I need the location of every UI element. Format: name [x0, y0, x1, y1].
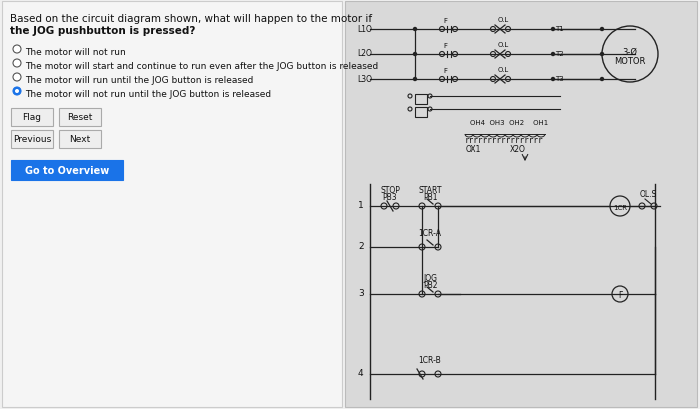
Circle shape [612, 286, 628, 302]
Circle shape [602, 27, 658, 83]
FancyBboxPatch shape [59, 109, 101, 127]
Text: 3-Ø: 3-Ø [622, 47, 638, 56]
Circle shape [435, 204, 441, 209]
Circle shape [428, 108, 432, 112]
Text: 1CR-A: 1CR-A [419, 229, 442, 237]
Text: 1CR: 1CR [613, 204, 627, 211]
Text: START: START [419, 186, 442, 195]
Circle shape [452, 52, 458, 57]
Text: STOP: STOP [380, 186, 400, 195]
Circle shape [639, 204, 645, 209]
Circle shape [408, 95, 412, 99]
Circle shape [505, 27, 510, 32]
Text: The motor will not run until the JOG button is released: The motor will not run until the JOG but… [25, 90, 271, 99]
Circle shape [408, 108, 412, 112]
Text: L2O: L2O [357, 49, 372, 58]
Circle shape [452, 27, 458, 32]
Circle shape [552, 29, 554, 31]
Text: Go to Overview: Go to Overview [25, 166, 109, 175]
Circle shape [505, 77, 510, 82]
Circle shape [452, 77, 458, 82]
Bar [415, 108, 427, 118]
Circle shape [435, 245, 441, 250]
Circle shape [15, 90, 19, 94]
Text: L1O: L1O [357, 25, 372, 34]
Text: OX1: OX1 [466, 145, 482, 154]
Circle shape [552, 78, 554, 81]
Circle shape [414, 78, 416, 81]
FancyBboxPatch shape [2, 2, 342, 407]
Circle shape [419, 245, 425, 250]
Text: the JOG pushbutton is pressed?: the JOG pushbutton is pressed? [10, 26, 195, 36]
Text: PB2: PB2 [423, 280, 438, 289]
FancyBboxPatch shape [345, 2, 697, 407]
Text: The motor will start and continue to run even after the JOG button is released: The motor will start and continue to run… [25, 62, 378, 71]
Text: F: F [443, 18, 447, 24]
Text: F: F [443, 43, 447, 49]
Text: Previous: Previous [13, 135, 51, 144]
Text: Based on the circuit diagram shown, what will happen to the motor if: Based on the circuit diagram shown, what… [10, 14, 372, 24]
Circle shape [381, 204, 387, 209]
Text: rrrrrrrrrrrrrrrrr: rrrrrrrrrrrrrrrrr [465, 136, 544, 145]
Text: 1CR-B: 1CR-B [419, 355, 442, 364]
Text: T1: T1 [555, 26, 564, 32]
Bar [415, 95, 427, 105]
Circle shape [419, 371, 425, 377]
Circle shape [13, 46, 21, 54]
Circle shape [491, 52, 496, 57]
Text: 1: 1 [358, 201, 364, 210]
Text: PB1: PB1 [423, 193, 438, 202]
Text: Flag: Flag [22, 113, 41, 122]
FancyBboxPatch shape [11, 161, 123, 180]
Circle shape [435, 291, 441, 297]
Text: O.L: O.L [498, 42, 509, 48]
Text: The motor will run until the JOG button is released: The motor will run until the JOG button … [25, 76, 253, 85]
Circle shape [13, 88, 21, 96]
Circle shape [601, 78, 603, 81]
Circle shape [13, 60, 21, 68]
Text: L3O: L3O [357, 74, 372, 83]
Text: Reset: Reset [67, 113, 92, 122]
Circle shape [414, 53, 416, 56]
Circle shape [601, 29, 603, 31]
Circle shape [414, 29, 416, 31]
Text: MOTOR: MOTOR [615, 57, 645, 66]
Text: 4: 4 [358, 369, 363, 378]
FancyBboxPatch shape [11, 131, 53, 148]
Circle shape [428, 95, 432, 99]
Text: T3: T3 [555, 76, 564, 82]
Circle shape [419, 204, 425, 209]
Circle shape [440, 77, 444, 82]
Circle shape [610, 196, 630, 216]
Text: F: F [443, 68, 447, 74]
Circle shape [435, 371, 441, 377]
Circle shape [491, 77, 496, 82]
Circle shape [601, 53, 603, 56]
Text: PB3: PB3 [383, 193, 398, 202]
Text: OH4  OH3  OH2    OH1: OH4 OH3 OH2 OH1 [470, 120, 548, 126]
Text: OL.S: OL.S [639, 189, 657, 198]
Circle shape [552, 53, 554, 56]
Circle shape [419, 291, 425, 297]
Text: F: F [618, 291, 622, 300]
Text: X2O: X2O [510, 145, 526, 154]
Circle shape [440, 52, 444, 57]
Circle shape [651, 204, 657, 209]
Text: The motor will not run: The motor will not run [25, 48, 126, 57]
Circle shape [440, 27, 444, 32]
FancyBboxPatch shape [59, 131, 101, 148]
Text: T2: T2 [555, 51, 564, 57]
FancyBboxPatch shape [11, 109, 53, 127]
Text: O.L: O.L [498, 67, 509, 73]
Circle shape [13, 74, 21, 82]
Text: Next: Next [69, 135, 90, 144]
Text: 2: 2 [358, 242, 363, 251]
Circle shape [505, 52, 510, 57]
Circle shape [393, 204, 399, 209]
Text: JOG: JOG [423, 273, 437, 282]
Circle shape [491, 27, 496, 32]
Text: 3: 3 [358, 289, 364, 298]
Text: O.L: O.L [498, 17, 509, 23]
